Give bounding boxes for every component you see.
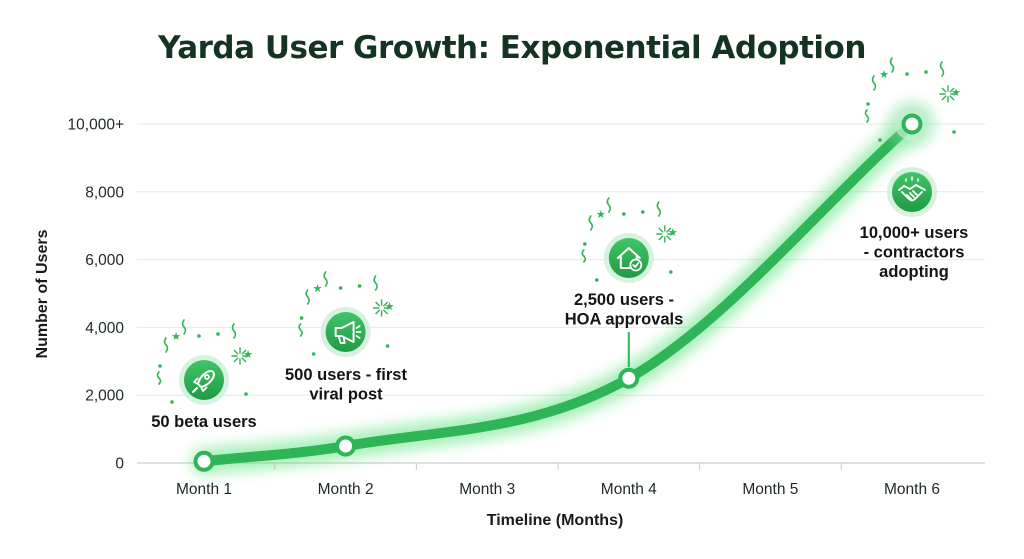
icon-badge [892, 172, 932, 212]
annotation-label: 2,500 users - [574, 291, 674, 309]
handshake-icon [898, 176, 926, 202]
series-line [191, 111, 925, 475]
data-points [193, 98, 938, 472]
x-tick-label: Month 5 [742, 481, 798, 498]
confetti-decoration: ★★ [864, 57, 961, 142]
y-tick-label: 10,000+ [68, 117, 124, 134]
x-tick-label: Month 3 [459, 481, 515, 498]
svg-text:★: ★ [385, 300, 395, 313]
icon-badge [608, 238, 649, 278]
annotation-label: 500 users - first [285, 366, 407, 384]
svg-text:★: ★ [243, 348, 253, 361]
y-tick-label: 8,000 [85, 184, 124, 201]
icon-badge [325, 312, 366, 352]
svg-text:★: ★ [596, 208, 606, 221]
svg-text:★: ★ [951, 86, 961, 99]
x-axis-title: Timeline (Months) [487, 512, 624, 529]
svg-text:★: ★ [313, 282, 323, 295]
data-point [901, 113, 923, 135]
house-check-icon [616, 247, 643, 272]
y-tick-label: 4,000 [85, 320, 124, 337]
y-axis-title: Number of Users [34, 229, 51, 358]
confetti-decoration: ★★ [298, 271, 395, 356]
svg-text:★: ★ [668, 226, 678, 239]
confetti-decoration: ★★ [581, 197, 678, 282]
y-tick-label: 2,000 [85, 388, 124, 405]
annotation-label: viral post [309, 386, 383, 404]
data-point [193, 450, 215, 472]
annotation-month-4: ★★2,500 users -HOA approvals [565, 197, 684, 367]
annotation-month-1: ★★50 beta users [151, 319, 257, 431]
icon-badge [184, 360, 224, 400]
series-line-path [199, 119, 917, 467]
x-tick-label: Month 1 [176, 481, 232, 498]
chart-title: Yarda User Growth: Exponential Adoption [158, 30, 866, 66]
annotation-label: HOA approvals [565, 311, 684, 329]
svg-text:★: ★ [171, 330, 181, 343]
annotation-label: 10,000+ users [860, 224, 969, 242]
rocket-icon [192, 370, 215, 393]
svg-text:★: ★ [879, 68, 889, 81]
annotation-label: 50 beta users [151, 413, 256, 431]
confetti-decoration: ★★ [156, 319, 253, 404]
x-tick-label: Month 2 [318, 481, 374, 498]
data-point [335, 435, 357, 457]
y-tick-label: 6,000 [85, 252, 124, 269]
annotations: ★★50 beta users★★500 users - firstviral … [151, 57, 969, 431]
x-tick-label: Month 6 [884, 481, 940, 498]
annotation-label: - contractors [864, 244, 965, 262]
annotation-label: adopting [879, 263, 949, 281]
data-point [618, 367, 640, 389]
y-tick-label: 0 [115, 456, 124, 473]
megaphone-icon [334, 321, 362, 344]
x-tick-label: Month 4 [601, 481, 657, 498]
